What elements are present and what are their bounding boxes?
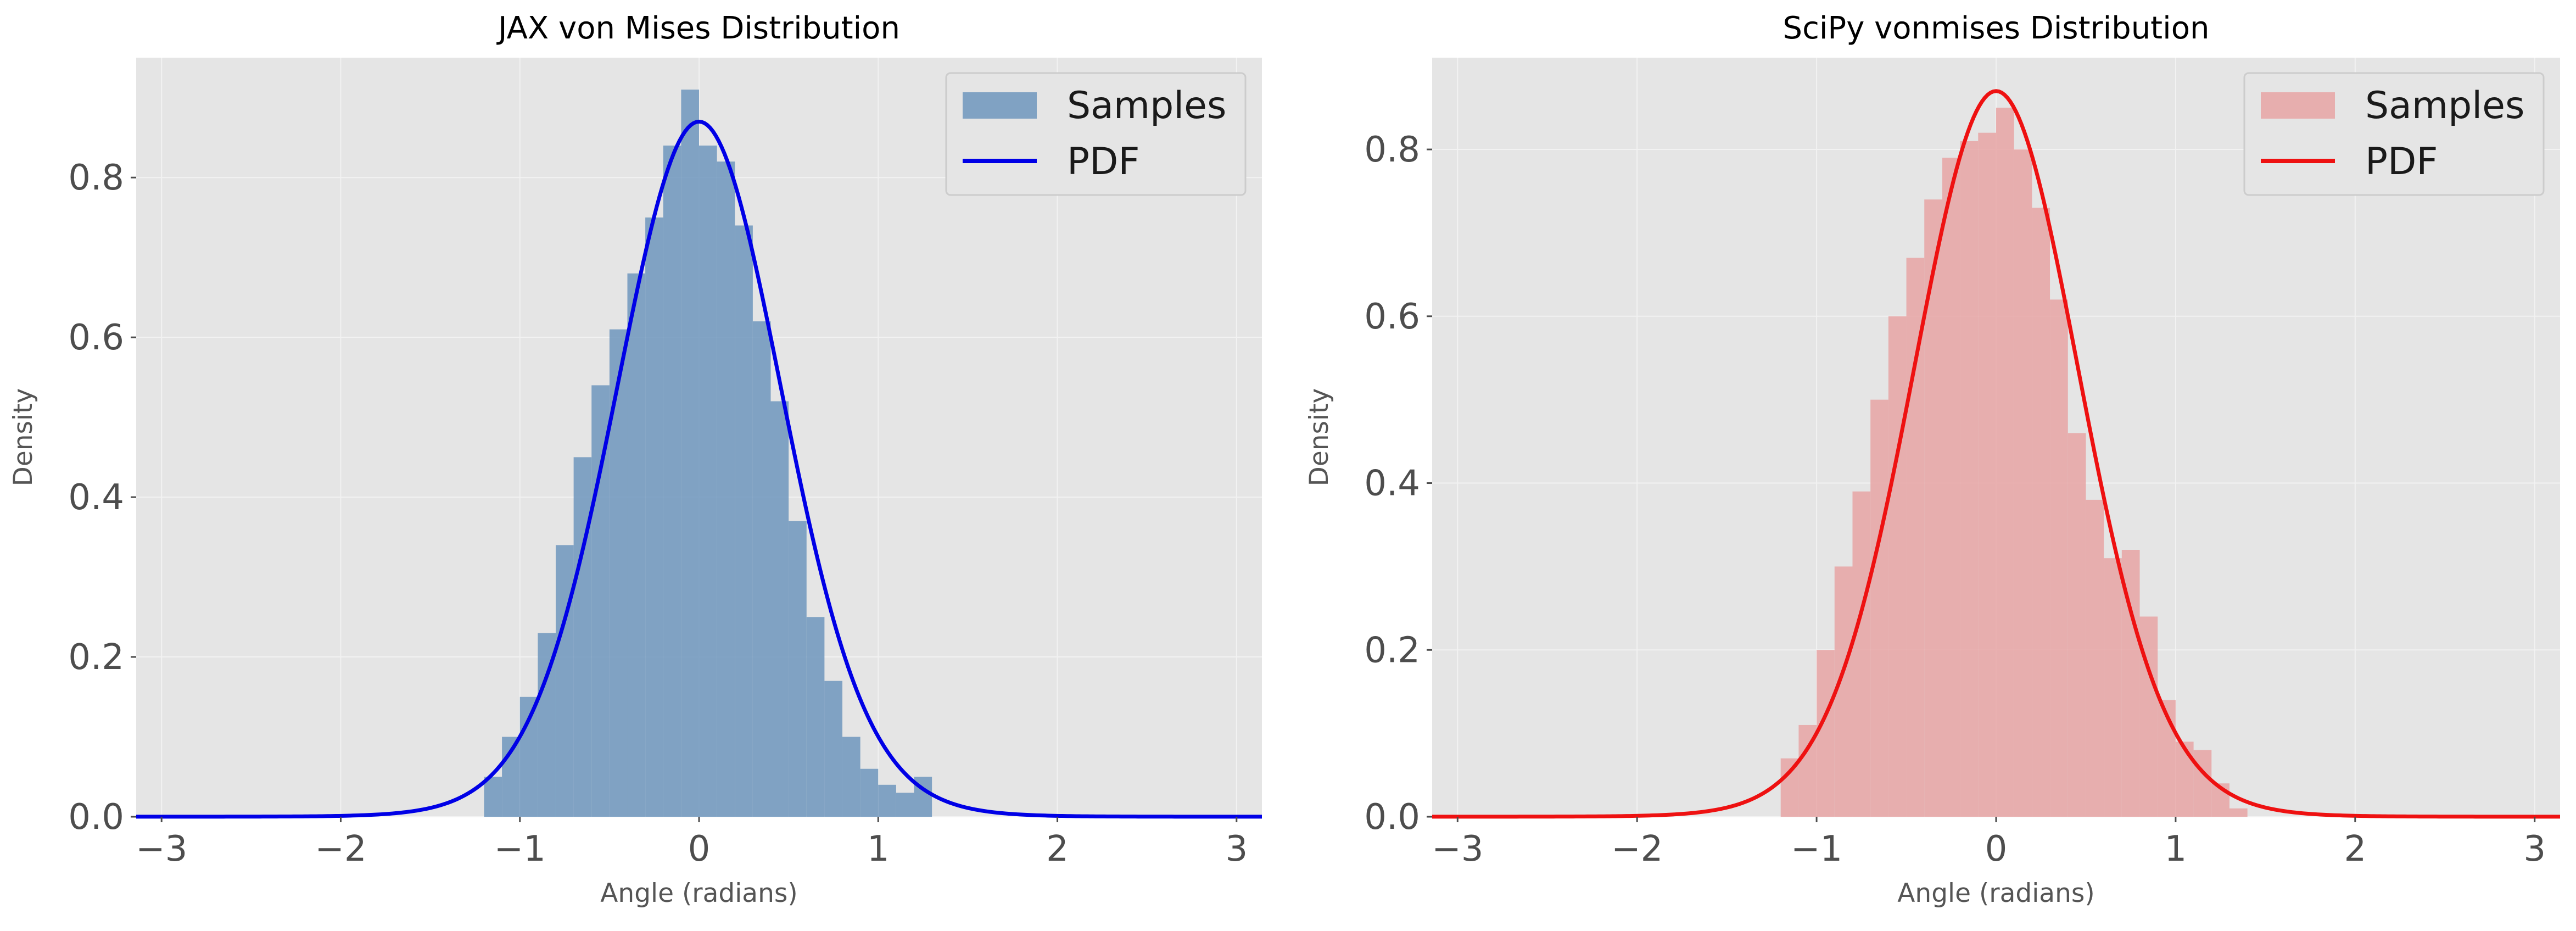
histogram-bar bbox=[573, 457, 592, 817]
y-tick-label: 0.6 bbox=[1364, 297, 1420, 337]
histogram-bar bbox=[555, 545, 574, 817]
histogram-bar bbox=[789, 521, 807, 817]
histogram-bars bbox=[1780, 108, 2248, 817]
x-tick-label: −2 bbox=[315, 829, 366, 869]
x-tick-label: 3 bbox=[2523, 829, 2546, 869]
histogram-bar bbox=[1906, 258, 1925, 817]
histogram-bar bbox=[699, 146, 717, 817]
histogram-bar bbox=[878, 784, 896, 817]
legend-label-pdf: PDF bbox=[1067, 140, 1139, 183]
legend-swatch-samples bbox=[963, 92, 1037, 119]
scipy-chart-panel: −3 −2 −1 0 1 2 3 0.0 0.2 0.4 0.6 0.8 SciPy vonmises… bbox=[1304, 10, 2560, 908]
histogram-bar bbox=[1780, 758, 1799, 817]
histogram-bar bbox=[806, 617, 825, 817]
x-tick-label: −3 bbox=[136, 829, 187, 869]
histogram-bar bbox=[1978, 132, 1996, 817]
histogram-bar bbox=[1924, 199, 1942, 817]
y-axis-label: Density bbox=[8, 388, 38, 487]
x-tick-label: 2 bbox=[2344, 829, 2366, 869]
histogram-bar bbox=[609, 329, 628, 817]
histogram-bar bbox=[735, 225, 753, 817]
histogram-bar bbox=[752, 321, 771, 817]
legend-label-samples: Samples bbox=[1067, 84, 1226, 127]
y-tick-label: 0.2 bbox=[1364, 630, 1420, 671]
x-tick-label: 0 bbox=[1985, 829, 2008, 869]
x-tick-label: 2 bbox=[1046, 829, 1069, 869]
histogram-bar bbox=[770, 401, 789, 817]
y-tick-label: 0.4 bbox=[68, 477, 124, 518]
histogram-bar bbox=[2193, 750, 2212, 817]
x-tick-label: −1 bbox=[1791, 829, 1842, 869]
histogram-bar bbox=[484, 777, 502, 817]
histogram-bar bbox=[842, 737, 860, 817]
histogram-bar bbox=[1817, 650, 1835, 817]
y-tick-label: 0.2 bbox=[68, 637, 124, 678]
legend-label-samples: Samples bbox=[2365, 84, 2524, 127]
histogram-bar bbox=[663, 146, 681, 817]
y-tick-label: 0.8 bbox=[1364, 130, 1420, 170]
x-axis-label: Angle (radians) bbox=[1897, 878, 2094, 908]
histogram-bar bbox=[2175, 742, 2194, 817]
legend: Samples PDF bbox=[2243, 72, 2545, 196]
histogram-bars bbox=[484, 90, 932, 817]
histogram-bar bbox=[2014, 149, 2032, 817]
x-tick-label: −2 bbox=[1611, 829, 1663, 869]
histogram-bar bbox=[824, 681, 843, 817]
chart-title: SciPy vonmises Distribution bbox=[1783, 10, 2210, 46]
x-tick-label: 3 bbox=[1225, 829, 1248, 869]
pdf-curve bbox=[136, 119, 1262, 819]
x-tick-label: 0 bbox=[688, 829, 711, 869]
histogram-bar bbox=[2050, 299, 2068, 817]
histogram-bar bbox=[896, 793, 914, 817]
y-tick-label: 0.0 bbox=[1364, 797, 1420, 838]
histogram-bar bbox=[645, 217, 663, 817]
x-tick-label: 1 bbox=[2165, 829, 2187, 869]
x-tick-label: −3 bbox=[1432, 829, 1483, 869]
x-axis-label: Angle (radians) bbox=[600, 878, 797, 908]
histogram-bar bbox=[2067, 433, 2086, 817]
jax-chart-panel: −3 −2 −1 0 1 2 3 0.0 0.2 0.4 0.6 0.8 JAX von Mises … bbox=[8, 10, 1262, 908]
y-tick-label: 0.0 bbox=[68, 797, 124, 838]
histogram-bar bbox=[2229, 808, 2248, 817]
legend-label-pdf: PDF bbox=[2365, 140, 2438, 183]
histogram-bar bbox=[860, 768, 879, 817]
histogram-bar bbox=[2086, 499, 2104, 817]
histogram-bar bbox=[2032, 208, 2050, 817]
axis-ticks: −3 −2 −1 0 1 2 3 0.0 0.2 0.4 0.6 0.8 bbox=[1364, 130, 2546, 869]
histogram-bar bbox=[519, 696, 538, 817]
x-tick-label: 1 bbox=[867, 829, 890, 869]
y-axis-label: Density bbox=[1304, 388, 1334, 487]
y-tick-label: 0.4 bbox=[1364, 464, 1420, 504]
histogram-bar bbox=[1960, 141, 1979, 817]
histogram-bar bbox=[1996, 108, 2014, 817]
y-tick-label: 0.8 bbox=[68, 158, 124, 198]
histogram-bar bbox=[1870, 399, 1888, 817]
histogram-bar bbox=[591, 385, 610, 817]
x-tick-label: −1 bbox=[494, 829, 546, 869]
chart-title: JAX von Mises Distribution bbox=[496, 10, 900, 46]
histogram-bar bbox=[2104, 558, 2122, 817]
histogram-bar bbox=[627, 273, 646, 817]
legend: Samples PDF bbox=[945, 72, 1247, 196]
histogram-bar bbox=[681, 90, 699, 817]
histogram-bar bbox=[1888, 316, 1907, 817]
y-tick-label: 0.6 bbox=[68, 317, 124, 358]
axis-ticks: −3 −2 −1 0 1 2 3 0.0 0.2 0.4 0.6 0.8 bbox=[68, 158, 1248, 869]
histogram-bar bbox=[717, 161, 735, 817]
pdf-curve bbox=[1432, 89, 2560, 819]
histogram-bar bbox=[1942, 158, 1960, 817]
legend-swatch-samples bbox=[2261, 92, 2335, 119]
histogram-bar bbox=[1852, 491, 1871, 817]
